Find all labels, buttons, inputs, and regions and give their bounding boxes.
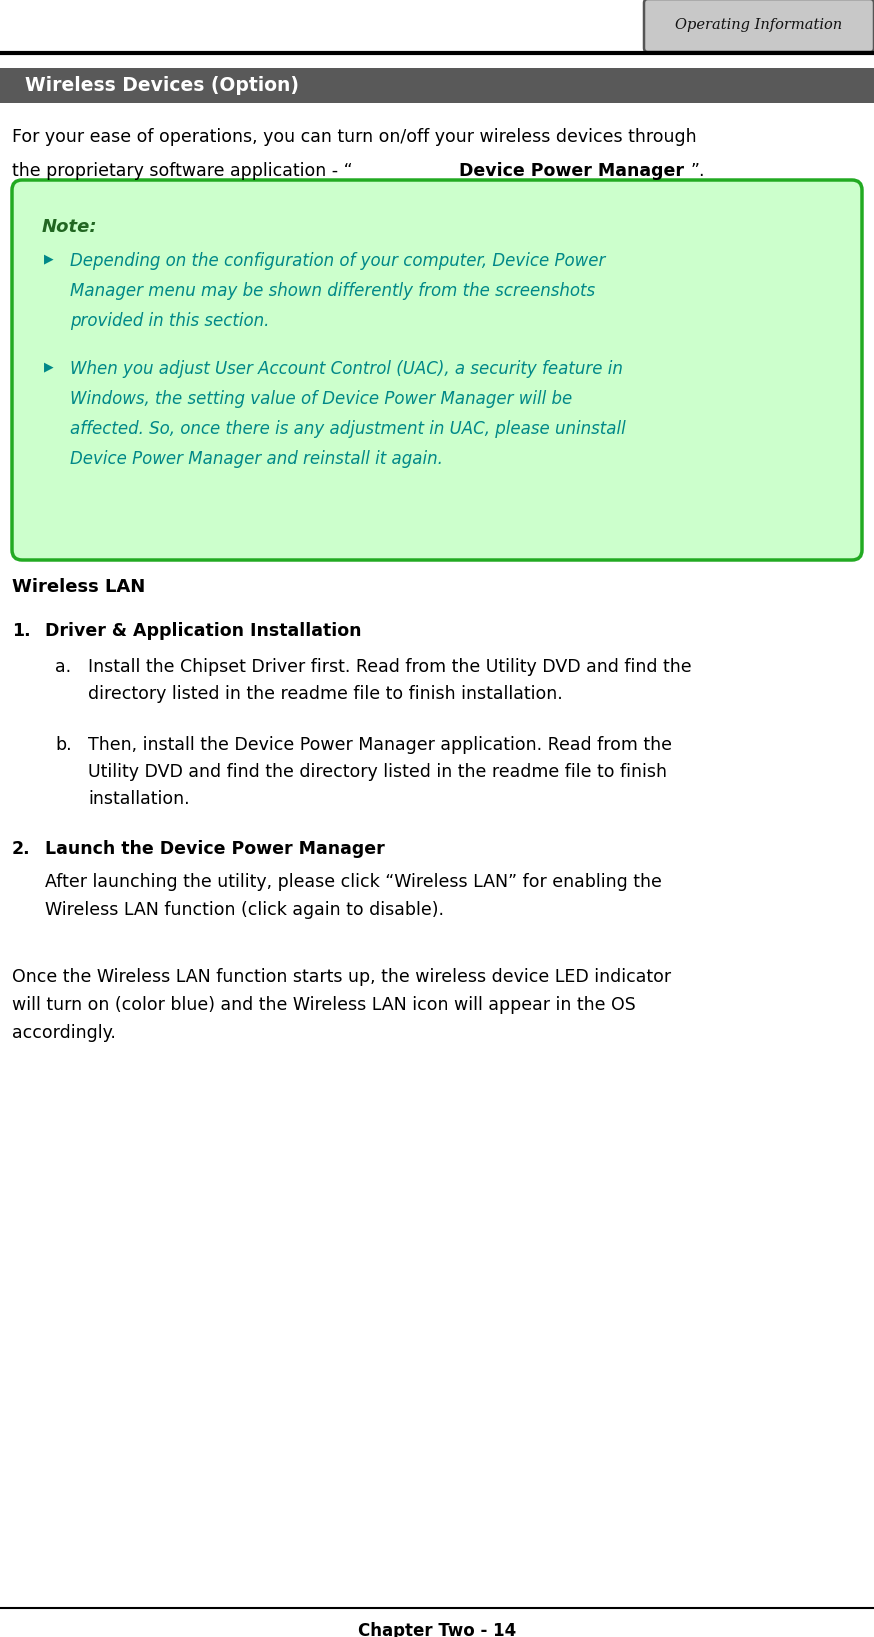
Text: provided in this section.: provided in this section. [70, 313, 269, 331]
Text: Wireless LAN function (click again to disable).: Wireless LAN function (click again to di… [45, 900, 444, 918]
Text: directory listed in the readme file to finish installation.: directory listed in the readme file to f… [88, 684, 563, 702]
Text: Depending on the configuration of your computer, Device Power: Depending on the configuration of your c… [70, 252, 606, 270]
Text: ”.: ”. [690, 162, 704, 180]
Bar [0, 69, 874, 103]
Text: installation.: installation. [88, 791, 190, 809]
Text: the proprietary software application - “: the proprietary software application - “ [12, 162, 352, 180]
FancyBboxPatch shape [644, 0, 874, 52]
Text: b.: b. [55, 737, 72, 755]
Text: Driver & Application Installation: Driver & Application Installation [45, 622, 362, 640]
FancyBboxPatch shape [12, 180, 862, 560]
Text: Then, install the Device Power Manager application. Read from the: Then, install the Device Power Manager a… [88, 737, 672, 755]
Text: Install the Chipset Driver first. Read from the Utility DVD and find the: Install the Chipset Driver first. Read f… [88, 658, 691, 676]
Text: After launching the utility, please click “Wireless LAN” for enabling the: After launching the utility, please clic… [45, 873, 662, 891]
Text: Device Power Manager and reinstall it again.: Device Power Manager and reinstall it ag… [70, 450, 443, 468]
Text: Wireless Devices (Option): Wireless Devices (Option) [12, 75, 299, 95]
Text: ▶: ▶ [44, 360, 53, 373]
Text: 1.: 1. [12, 622, 31, 640]
Text: When you adjust User Account Control (UAC), a security feature in: When you adjust User Account Control (UA… [70, 360, 623, 378]
Text: Operating Information: Operating Information [676, 18, 843, 33]
Text: Wireless LAN: Wireless LAN [12, 578, 145, 596]
Text: Launch the Device Power Manager: Launch the Device Power Manager [45, 840, 385, 858]
Text: Manager menu may be shown differently from the screenshots: Manager menu may be shown differently fr… [70, 282, 595, 300]
Text: Note:: Note: [42, 218, 98, 236]
Text: Windows, the setting value of Device Power Manager will be: Windows, the setting value of Device Pow… [70, 390, 572, 408]
Text: For your ease of operations, you can turn on/off your wireless devices through: For your ease of operations, you can tur… [12, 128, 697, 146]
Text: Chapter Two - 14: Chapter Two - 14 [357, 1622, 517, 1637]
Text: 2.: 2. [12, 840, 31, 858]
Text: will turn on (color blue) and the Wireless LAN icon will appear in the OS: will turn on (color blue) and the Wirele… [12, 995, 635, 1013]
Text: accordingly.: accordingly. [12, 1025, 116, 1043]
Text: Utility DVD and find the directory listed in the readme file to finish: Utility DVD and find the directory liste… [88, 763, 667, 781]
Text: affected. So, once there is any adjustment in UAC, please uninstall: affected. So, once there is any adjustme… [70, 421, 626, 439]
Text: Once the Wireless LAN function starts up, the wireless device LED indicator: Once the Wireless LAN function starts up… [12, 967, 671, 985]
Text: a.: a. [55, 658, 71, 676]
Text: Device Power Manager: Device Power Manager [459, 162, 684, 180]
Text: ▶: ▶ [44, 252, 53, 265]
